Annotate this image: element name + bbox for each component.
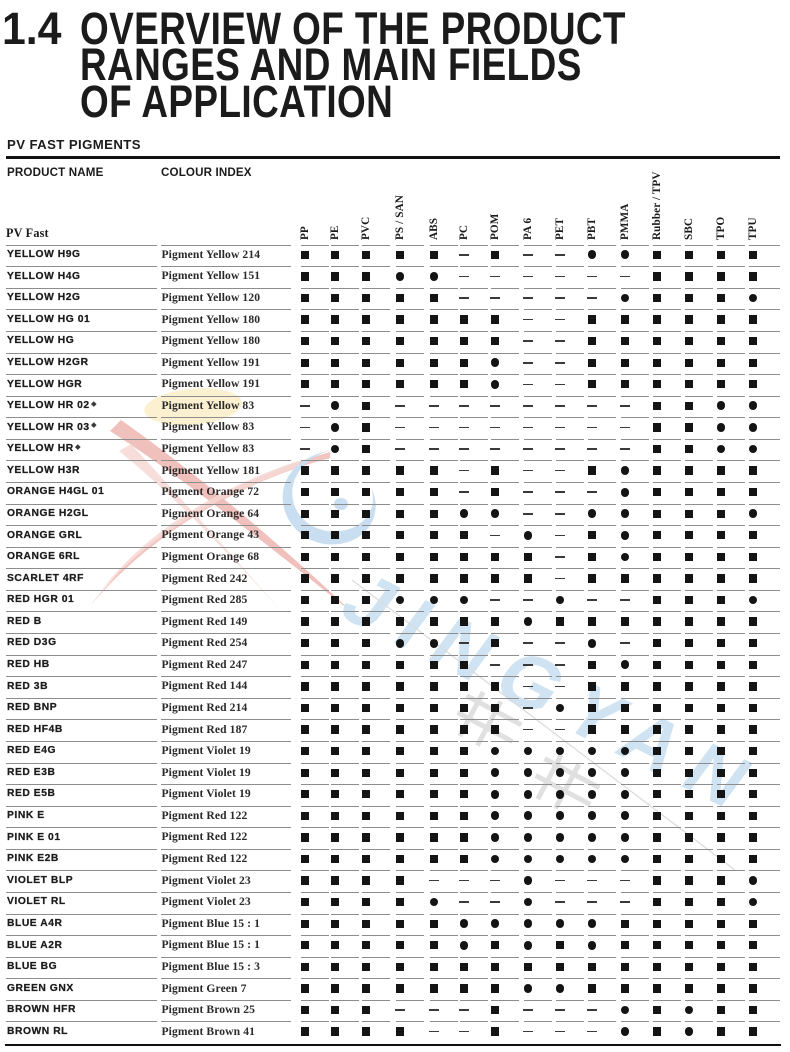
svg-text:JINGYAN: JINGYAN [326, 559, 783, 830]
